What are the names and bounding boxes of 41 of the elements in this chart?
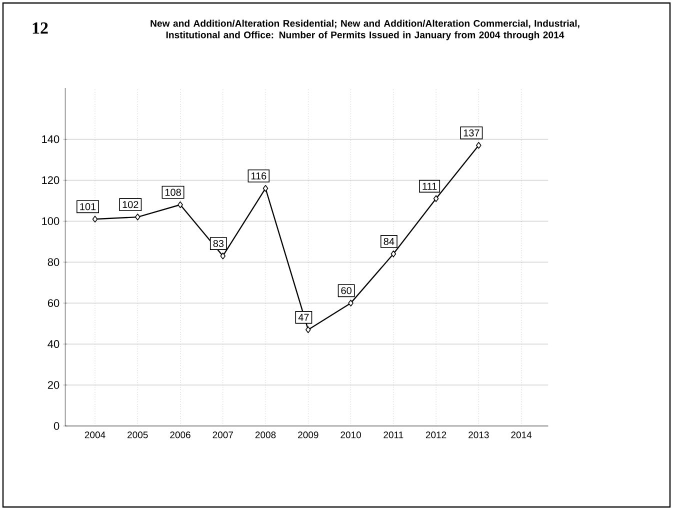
point [92, 216, 98, 222]
x-tick-label: 2005 [128, 432, 148, 438]
x-tick-label: 2013 [468, 432, 489, 438]
point [134, 214, 140, 220]
y-tick-label: 60 [48, 299, 60, 307]
text: 12 [32, 22, 48, 34]
x-tick-label: 2004 [84, 432, 106, 438]
point [220, 252, 226, 260]
data-label: 137 [464, 129, 480, 136]
data-label: 102 [122, 201, 138, 208]
data-label: 60 [341, 287, 352, 294]
y-tick-label: 120 [42, 176, 60, 184]
data-label: 108 [165, 188, 181, 196]
point [178, 201, 183, 208]
data-label: 83 [213, 240, 224, 248]
x-tick-label: 2014 [511, 432, 532, 438]
y-tick-label: 40 [48, 340, 60, 348]
data-label: 101 [80, 203, 96, 210]
data-label: 111 [422, 182, 437, 190]
x-tick-label: 2006 [170, 432, 190, 438]
y-tick-label: 100 [42, 217, 60, 226]
x-tick-label: 2009 [298, 432, 318, 438]
data-label: 84 [384, 238, 394, 246]
y-tick-label: 80 [48, 258, 60, 266]
data-label: 47 [298, 314, 309, 321]
chart-title: New and Addition/Alteration Residential; New and Addition/Alteration Commercial, Industrial, Institutional and Office: Number of Permits Issued in January from 2004 through 2014 [150, 20, 580, 40]
x-tick-label: 2012 [426, 432, 446, 438]
x-tick-label: 2007 [212, 432, 233, 438]
point [348, 300, 354, 306]
point [433, 195, 439, 202]
y-tick-label: 140 [42, 135, 60, 144]
point [262, 184, 268, 192]
data-label: 116 [251, 172, 266, 180]
x-tick-label: 2010 [340, 432, 361, 438]
point [476, 142, 482, 149]
point [390, 250, 396, 258]
y-tick-label: 0 [54, 422, 60, 430]
point [306, 326, 311, 334]
x-tick-label: 2011 [384, 432, 404, 438]
x-tick-label: 2008 [255, 432, 276, 438]
y-tick-label: 20 [48, 381, 60, 389]
